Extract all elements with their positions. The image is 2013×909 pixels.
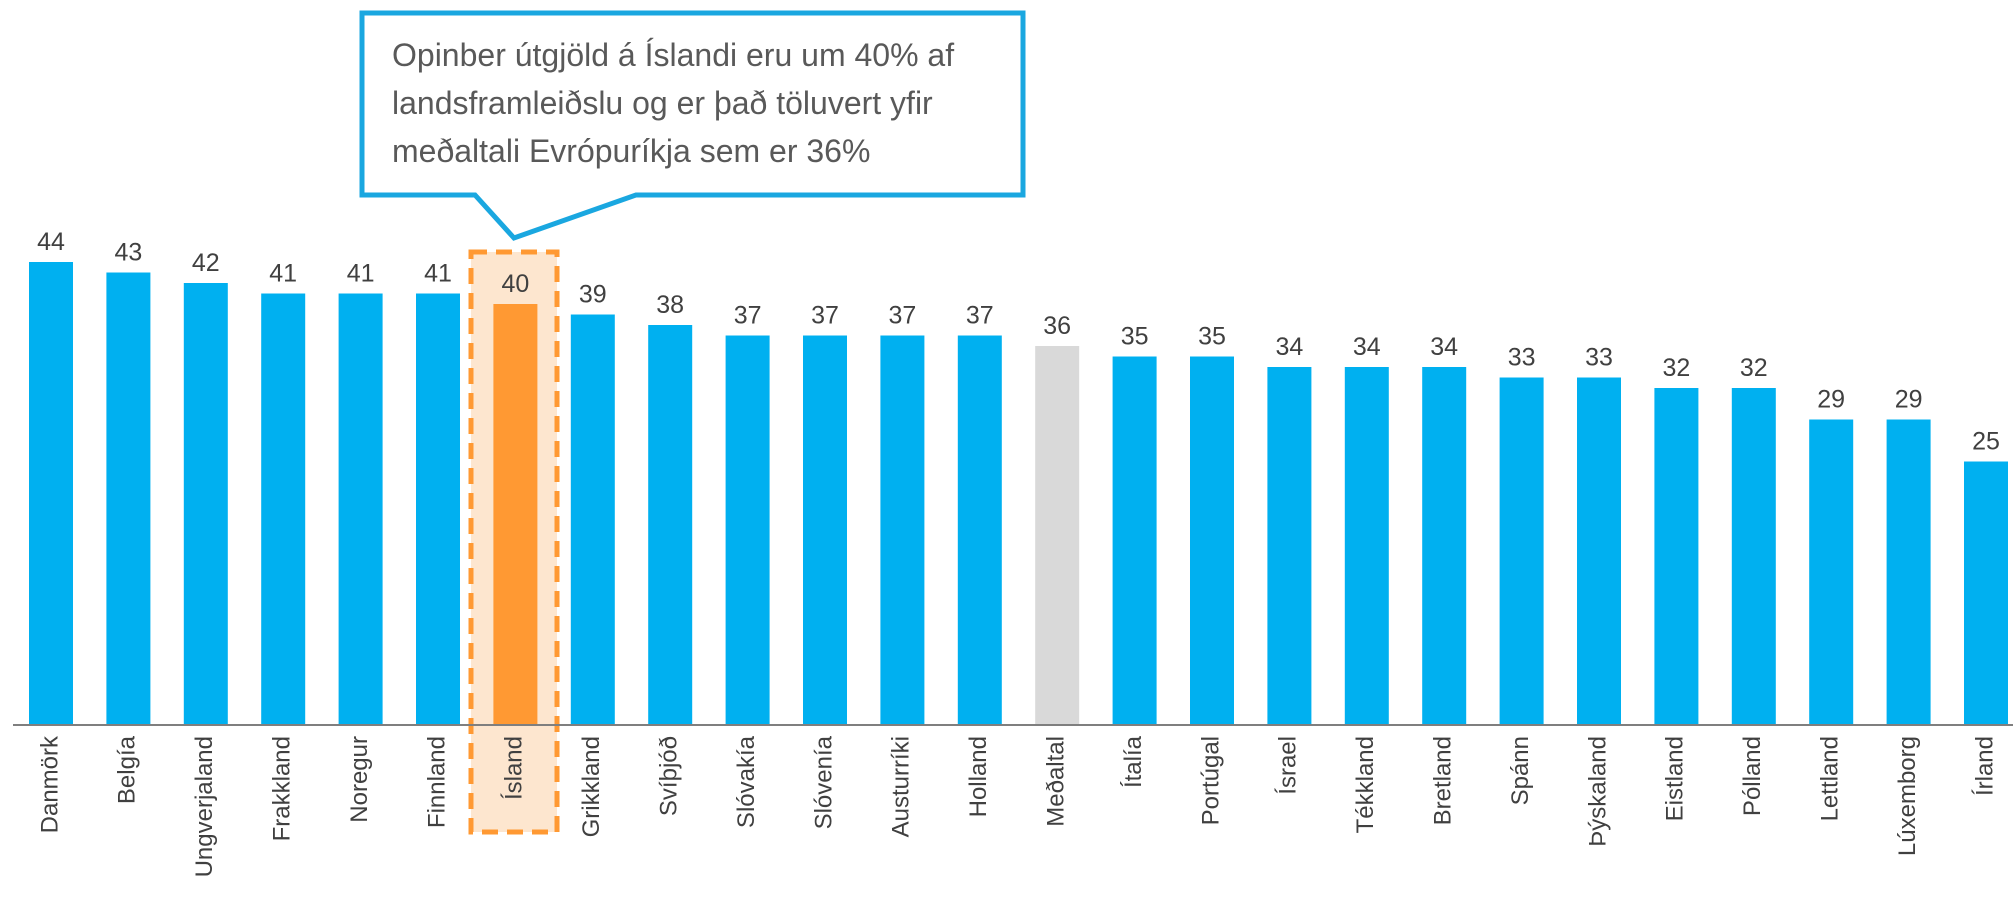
x-tick-label: Grikkland [578,736,605,837]
bar [493,304,538,724]
bar [1422,367,1467,724]
value-label: 34 [1275,333,1303,361]
annotation-line: meðaltali Evrópuríkja sem er 36% [392,133,870,169]
x-tick-label: Danmörk [36,735,63,833]
value-label: 25 [1972,428,2000,456]
value-label: 32 [1662,354,1690,382]
x-tick-label: Slóvenía [810,735,837,829]
bar [1035,346,1080,724]
x-tick-label: Holland [965,736,992,817]
bar [106,272,151,724]
x-tick-label: Svíþjóð [656,736,683,816]
x-tick-label: Austurríki [888,736,915,837]
callout [359,10,1026,241]
value-label: 40 [501,270,529,298]
value-label: 42 [192,249,220,277]
value-label: 44 [37,228,65,256]
x-tick-label: Ungverjaland [191,736,218,877]
value-label: 37 [966,302,994,330]
bar [29,262,73,724]
bar [880,335,925,724]
x-tick-label: Írland [1971,736,1998,796]
bar [338,293,383,724]
bar [1731,388,1776,724]
value-label: 34 [1430,333,1458,361]
annotation-line: landsframleiðslu og er það töluvert yfir [392,85,933,121]
x-tick-label: Ísrael [1275,736,1302,795]
bar [803,335,847,724]
value-label: 29 [1817,386,1845,414]
value-label: 32 [1740,354,1768,382]
x-tick-label: Portúgal [1197,736,1224,825]
x-tick-label: Frakkland [269,736,296,841]
x-tick-label: Ítalía [1120,735,1147,788]
bar [1809,419,1854,724]
bar [1267,367,1312,724]
x-tick-label: Bretland [1430,736,1457,825]
bar [1886,419,1931,724]
bar [1499,377,1544,724]
x-tick-label: Slóvakía [733,735,760,828]
bar [1190,356,1234,724]
value-label: 41 [347,260,375,288]
x-tick-label: Finnland [423,736,450,828]
bar [648,325,693,724]
x-tick-label: Lúxemborg [1894,736,1921,856]
bar [1654,388,1699,724]
value-label: 37 [734,302,762,330]
bar [1577,377,1621,724]
bar [1112,356,1157,724]
value-label: 34 [1353,333,1381,361]
x-tick-label: Noregur [346,736,373,823]
value-label: 41 [424,260,452,288]
value-label: 37 [811,302,839,330]
bar [957,335,1002,724]
value-label: 33 [1585,344,1613,372]
bar [183,283,228,724]
value-label: 41 [269,260,297,288]
value-label: 35 [1121,323,1149,351]
value-label: 43 [114,239,142,267]
value-label: 37 [888,302,916,330]
x-tick-label: Pólland [1739,736,1766,816]
bar [261,293,306,724]
bar [1344,367,1389,724]
x-tick-label: Lettland [1817,736,1844,821]
value-label: 29 [1895,386,1923,414]
x-tick-label: Ísland [501,736,528,800]
x-tick-label: Belgía [114,735,141,804]
bar [416,293,460,724]
x-tick-label: Spánn [1507,736,1534,805]
annotation-line: Opinber útgjöld á Íslandi eru um 40% af [392,37,954,73]
value-label: 33 [1508,344,1536,372]
value-label: 36 [1043,312,1071,340]
x-tick-label: Þýskaland [1584,736,1611,847]
x-tick-label: Tékkland [1352,736,1379,833]
bar [725,335,770,724]
bar [1964,461,2008,724]
x-tick-label: Eistland [1662,736,1689,821]
value-label: 35 [1198,323,1226,351]
value-label: 38 [656,291,684,319]
x-tick-label: Meðaltal [1043,736,1070,827]
bar [570,314,615,724]
value-label: 39 [579,281,607,309]
